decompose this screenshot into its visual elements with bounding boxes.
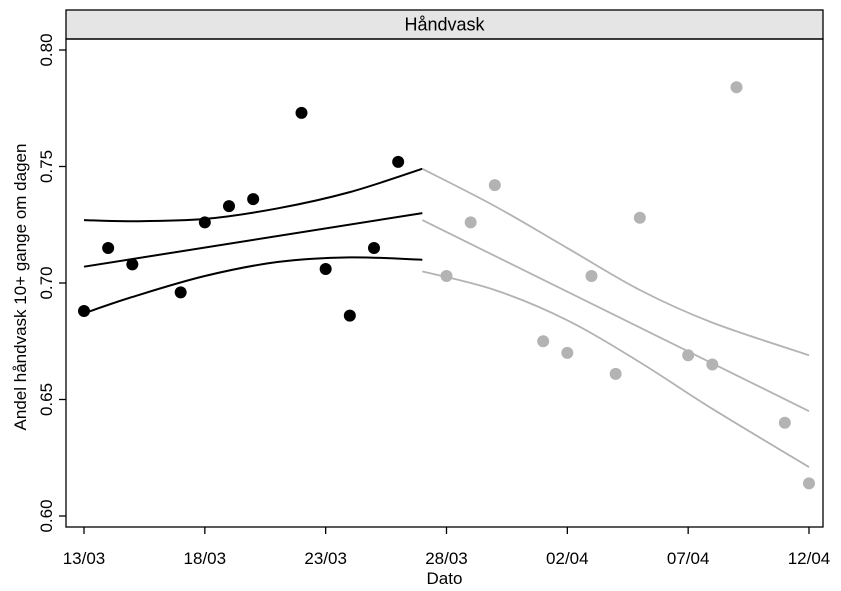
y-tick-label: 0.80	[37, 33, 56, 66]
series-2-point	[561, 346, 574, 359]
series-1-point	[247, 193, 260, 206]
series-2-point	[682, 349, 695, 362]
series-1-point	[319, 263, 332, 276]
y-axis-title: Andel håndvask 10+ gange om dagen	[11, 144, 30, 431]
series-1-point	[295, 106, 308, 119]
x-tick-label: 12/04	[788, 549, 831, 568]
series-1-point	[174, 286, 187, 299]
series-1-point	[198, 216, 211, 229]
series-2-point	[730, 81, 743, 94]
series-2-point	[464, 216, 477, 229]
x-tick-label: 23/03	[304, 549, 347, 568]
y-tick-label: 0.75	[37, 150, 56, 183]
series-2-point	[440, 270, 453, 283]
series-2-point	[706, 358, 719, 371]
series-1-point	[392, 155, 405, 168]
y-tick-label: 0.70	[37, 266, 56, 299]
x-tick-label: 13/03	[63, 549, 106, 568]
series-2-point	[585, 270, 598, 283]
x-tick-label: 18/03	[184, 549, 227, 568]
fit-lines	[83, 167, 810, 468]
series-1-ci-upper-line	[83, 167, 423, 223]
series-1-point	[78, 304, 90, 317]
series-2-point	[537, 335, 550, 348]
facet-strip-title: Håndvask	[404, 15, 485, 35]
series-1-ci-lower-line	[83, 256, 423, 315]
series-2-point	[803, 477, 815, 490]
series-2-point	[778, 416, 791, 429]
series-2-ci-lower-line	[422, 270, 810, 468]
series-2-point	[488, 179, 501, 192]
y-tick-label: 0.60	[37, 499, 56, 532]
series-1-point	[343, 309, 356, 322]
x-tick-label: 28/03	[425, 549, 468, 568]
axis-ticks: 13/03 18/03 23/03 28/03 02/04 07/04 12/04 0.60 0…	[37, 33, 830, 568]
series-1-point	[126, 258, 139, 271]
x-tick-label: 02/04	[546, 549, 589, 568]
series-2-ci-upper-line	[421, 168, 810, 357]
facet-strip	[65, 9, 824, 40]
y-tick-label: 0.65	[37, 383, 56, 416]
series-1-point	[102, 242, 115, 255]
series-1-point	[368, 242, 380, 255]
x-tick-label: 07/04	[667, 549, 710, 568]
x-axis-title: Dato	[427, 569, 463, 588]
series-2-point	[633, 211, 646, 224]
series-1-fit-line	[83, 212, 423, 268]
series-1-point	[223, 200, 235, 213]
series-2-fit-line	[421, 219, 810, 412]
series-2-point	[609, 367, 622, 380]
data-points	[78, 81, 815, 490]
